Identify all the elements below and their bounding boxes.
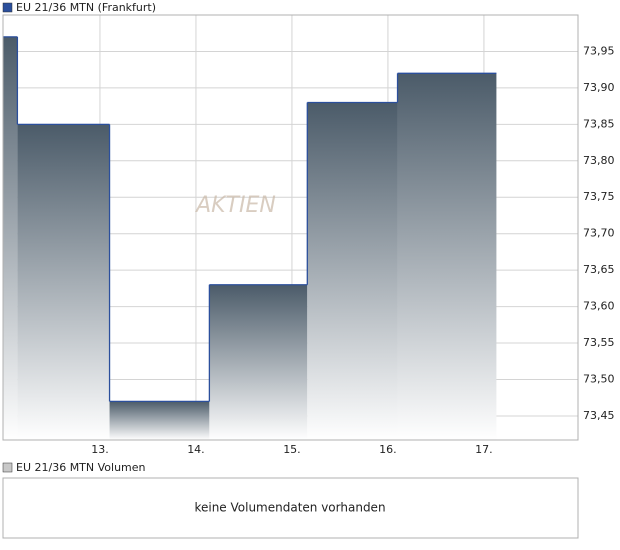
- volume-message: keine Volumendaten vorhanden: [194, 501, 385, 515]
- x-tick-label: 13.: [91, 443, 109, 456]
- y-tick-label: 73,45: [583, 409, 615, 422]
- y-tick-label: 73,80: [583, 154, 615, 167]
- y-tick-label: 73,65: [583, 263, 615, 276]
- area-segment: [109, 401, 210, 440]
- volume-legend-swatch: [2, 462, 13, 473]
- x-tick-label: 15.: [283, 443, 301, 456]
- area-segment: [307, 102, 398, 440]
- volume-legend-label: EU 21/36 MTN Volumen: [16, 461, 146, 474]
- y-tick-label: 73,55: [583, 336, 615, 349]
- y-tick-label: 73,85: [583, 117, 615, 130]
- y-tick-label: 73,70: [583, 227, 615, 240]
- area-segment: [17, 124, 110, 440]
- y-tick-label: 73,50: [583, 372, 615, 385]
- area-segment: [397, 73, 497, 441]
- legend-swatch: [2, 2, 13, 13]
- x-tick-label: 14.: [187, 443, 205, 456]
- watermark: AKTIEN: [194, 193, 276, 218]
- area-segment: [209, 284, 308, 440]
- x-tick-label: 17.: [475, 443, 493, 456]
- legend-label: EU 21/36 MTN (Frankfurt): [16, 1, 156, 14]
- y-tick-label: 73,90: [583, 81, 615, 94]
- x-tick-label: 16.: [379, 443, 397, 456]
- y-tick-label: 73,75: [583, 190, 615, 203]
- volume-frame: [2, 477, 579, 539]
- area-segment: [3, 36, 18, 441]
- y-tick-label: 73,60: [583, 300, 615, 313]
- y-tick-label: 73,95: [583, 44, 615, 57]
- plot-frame: [2, 14, 579, 441]
